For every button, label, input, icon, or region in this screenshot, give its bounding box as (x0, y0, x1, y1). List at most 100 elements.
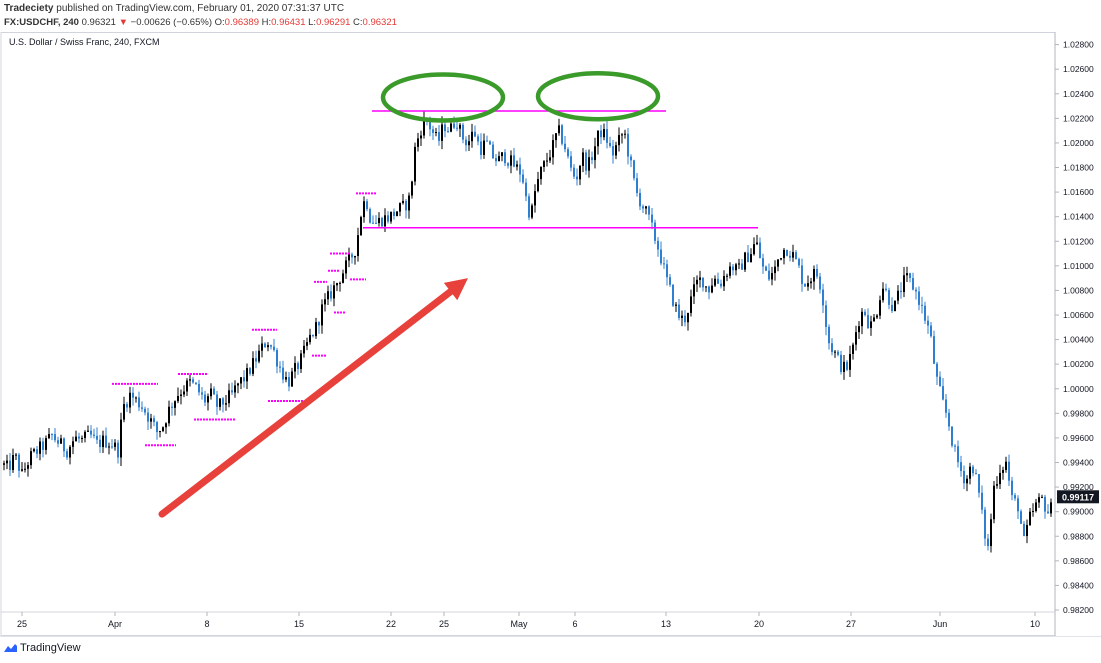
candle-body (945, 399, 947, 413)
tradingview-logo-icon[interactable] (4, 643, 17, 653)
candle-body (42, 441, 44, 450)
candle-body (951, 426, 953, 446)
candle-body (354, 255, 356, 258)
candle-body (414, 146, 416, 182)
y-tick-label: 1.00400 (1063, 335, 1094, 345)
candle-body (900, 290, 902, 293)
candle-body (1017, 498, 1019, 512)
candle-body (651, 214, 653, 223)
candle-body (864, 311, 866, 316)
candle-body (801, 265, 803, 284)
candle-body (186, 380, 188, 392)
candle-body (465, 139, 467, 146)
candle-body (987, 538, 989, 547)
candle-body (333, 285, 335, 299)
candle-body (300, 353, 302, 369)
candle-body (114, 442, 116, 447)
candle-body (48, 434, 50, 439)
candle-body (516, 164, 518, 167)
candle-body (234, 385, 236, 393)
candle-body (948, 412, 950, 427)
candle-body (96, 435, 98, 440)
candle-body (765, 266, 767, 271)
candle-body (969, 466, 971, 479)
x-tick-label: 6 (572, 619, 577, 629)
candle-body (990, 519, 992, 547)
candle-body (645, 206, 647, 209)
candle-body (219, 398, 221, 407)
candle-body (813, 268, 815, 282)
candle-body (912, 278, 914, 290)
candle-body (633, 160, 635, 179)
candle-body (534, 191, 536, 206)
price-axis[interactable]: 1.02800 1.02600 1.02400 1.02200 1.02000 1.018… (1055, 40, 1094, 615)
y-tick-label: 0.98800 (1063, 531, 1094, 541)
candle-body (792, 252, 794, 258)
candle-body (375, 222, 377, 224)
candle-body (1020, 511, 1022, 524)
candle-body (1038, 497, 1040, 503)
candle-body (462, 124, 464, 140)
low-label: L: (308, 17, 317, 28)
candlestick-series (3, 111, 1052, 553)
candle-body (246, 368, 248, 382)
candle-body (807, 283, 809, 287)
candle-body (456, 127, 458, 129)
candle-body (9, 460, 11, 470)
candle-body (132, 392, 134, 398)
candle-body (153, 418, 155, 423)
candle-body (207, 396, 209, 403)
candle-body (981, 492, 983, 510)
candle-body (483, 140, 485, 155)
candle-body (891, 304, 893, 312)
candle-body (168, 406, 170, 424)
candle-body (684, 315, 686, 323)
candle-body (975, 473, 977, 475)
candle-body (489, 141, 491, 145)
candle-body (744, 252, 746, 270)
candle-body (423, 118, 425, 136)
candle-body (222, 398, 224, 405)
candle-body (507, 163, 509, 166)
tradingview-brand[interactable]: TradingView (20, 642, 81, 654)
price-chart[interactable]: 1.02800 1.02600 1.02400 1.02200 1.02000 1.018… (0, 32, 1101, 636)
candle-body (6, 460, 8, 464)
candle-body (372, 222, 374, 224)
y-tick-label: 1.00800 (1063, 285, 1094, 295)
candle-body (243, 377, 245, 382)
candle-body (528, 196, 530, 218)
candle-body (228, 390, 230, 404)
candle-body (39, 441, 41, 454)
candle-body (417, 138, 419, 147)
publisher-name[interactable]: Tradeciety (4, 3, 54, 14)
x-tick-label: 25 (17, 619, 27, 629)
candle-body (672, 284, 674, 306)
candle-body (660, 249, 662, 264)
candle-body (336, 283, 338, 286)
candle-body (162, 427, 164, 431)
candle-body (690, 296, 692, 313)
close-label: C: (353, 17, 363, 28)
candle-body (540, 167, 542, 180)
x-tick-label: 22 (386, 619, 396, 629)
chart-title: U.S. Dollar / Swiss Franc, 240, FXCM (9, 37, 160, 47)
candle-body (762, 258, 764, 267)
arrow-shaft (158, 288, 455, 518)
candle-body (1044, 496, 1046, 512)
candle-body (57, 440, 59, 444)
candle-body (756, 242, 758, 245)
candle-body (570, 156, 572, 168)
candle-body (390, 211, 392, 222)
candle-body (999, 472, 1001, 485)
candle-body (657, 240, 659, 250)
candle-body (156, 422, 158, 433)
time-axis[interactable]: 25 Apr 8 15 22 25 May 6 13 20 27 Jun 10 (1, 611, 1055, 629)
candle-body (924, 305, 926, 321)
x-tick-label: 27 (846, 619, 856, 629)
y-tick-label: 1.00200 (1063, 359, 1094, 369)
candle-body (276, 350, 278, 367)
candle-body (468, 141, 470, 146)
candle-body (678, 304, 680, 318)
candle-body (759, 242, 761, 259)
y-tick-label: 1.01400 (1063, 212, 1094, 222)
